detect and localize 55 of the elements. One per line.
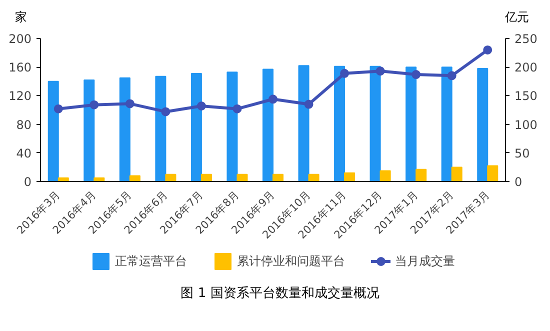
point <box>54 104 63 114</box>
bar <box>451 166 462 182</box>
y2-tick-label: 0 <box>514 175 522 189</box>
y-tick-label: 120 <box>8 89 32 104</box>
bar <box>344 172 356 182</box>
point <box>483 45 492 54</box>
point <box>304 100 314 109</box>
bar <box>308 174 320 182</box>
point <box>412 70 421 80</box>
y-axis-title: 家 <box>15 9 27 26</box>
legend-label: 累计停业和问题平台 <box>237 252 345 270</box>
y-tick-label: 200 <box>8 32 32 46</box>
y2-tick-label: 100 <box>514 118 538 132</box>
bar <box>129 175 140 182</box>
bar <box>370 66 381 182</box>
bar <box>272 174 284 182</box>
point <box>268 94 278 104</box>
bar <box>262 68 274 182</box>
y-tick-label: 80 <box>16 118 32 132</box>
y2-tick-label: 200 <box>514 60 538 75</box>
bar <box>298 65 310 182</box>
point <box>125 99 134 108</box>
bar <box>441 66 452 182</box>
y2-tick-label: 50 <box>514 146 530 160</box>
bar <box>380 170 391 182</box>
point <box>376 66 385 76</box>
y2-axis-title: 亿元 <box>505 9 529 26</box>
y-tick-label: 160 <box>8 60 32 75</box>
bar <box>406 66 417 182</box>
bar <box>84 79 95 182</box>
bar <box>226 72 238 182</box>
legend-label: 正常运营平台 <box>115 252 187 270</box>
bar <box>487 165 498 182</box>
point <box>196 102 206 110</box>
point <box>232 104 242 114</box>
point <box>447 71 456 80</box>
y2-tick-label: 250 <box>514 32 538 46</box>
bar <box>477 68 488 182</box>
bar <box>236 174 248 182</box>
bar <box>119 77 130 182</box>
bar <box>200 174 212 182</box>
y-tick-label: 0 <box>24 175 32 189</box>
bar <box>416 168 427 182</box>
bar <box>190 73 202 182</box>
bar <box>165 174 176 182</box>
legend-label: 当月成交量 <box>395 252 455 270</box>
point <box>90 100 99 110</box>
bar <box>155 76 166 182</box>
text: 图 1 国资系平台数量和成交量概况 <box>180 285 380 303</box>
y2-tick-label: 150 <box>514 89 538 104</box>
bar <box>334 66 346 182</box>
y-tick-label: 40 <box>16 146 32 160</box>
bar <box>48 80 59 182</box>
point <box>340 68 350 78</box>
point <box>161 107 170 116</box>
